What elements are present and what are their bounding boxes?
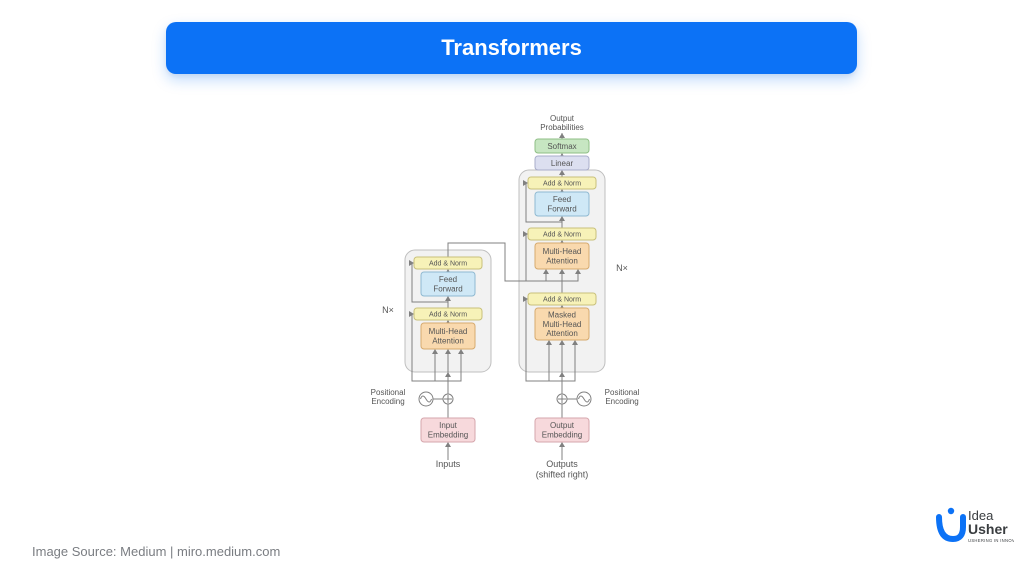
svg-text:Add & Norm: Add & Norm (429, 260, 467, 267)
svg-text:Multi-HeadAttention: Multi-HeadAttention (429, 327, 468, 345)
svg-text:PositionalEncoding: PositionalEncoding (371, 388, 406, 406)
svg-text:Softmax: Softmax (547, 142, 576, 151)
brand-logo-svg: IdeaUsherUSHERING IN INNOVATION (935, 505, 1014, 545)
title-text: Transformers (441, 35, 582, 61)
svg-text:Linear: Linear (551, 159, 574, 168)
logo-tagline: USHERING IN INNOVATION (968, 538, 1014, 543)
brand-logo: IdeaUsherUSHERING IN INNOVATION (935, 505, 1014, 545)
svg-text:Add & Norm: Add & Norm (543, 296, 581, 303)
svg-text:Add & Norm: Add & Norm (543, 180, 581, 187)
svg-text:Outputs(shifted right): Outputs(shifted right) (536, 459, 589, 479)
page: Transformers OutputProbabilities Softmax L… (0, 0, 1024, 576)
svg-text:Multi-HeadAttention: Multi-HeadAttention (543, 247, 582, 265)
svg-text:Add & Norm: Add & Norm (429, 311, 467, 318)
image-source-caption: Image Source: Medium | miro.medium.com (32, 544, 280, 559)
svg-text:Add & Norm: Add & Norm (543, 231, 581, 238)
svg-text:N×: N× (382, 305, 394, 315)
logo-mark-icon (939, 508, 963, 539)
svg-text:N×: N× (616, 263, 628, 273)
transformer-diagram: OutputProbabilities Softmax Linear Add & No… (330, 115, 685, 510)
svg-text:Inputs: Inputs (436, 459, 461, 469)
logo-text-bottom: Usher (968, 521, 1008, 537)
title-banner: Transformers (166, 22, 857, 74)
svg-text:PositionalEncoding: PositionalEncoding (605, 388, 640, 406)
svg-text:OutputProbabilities: OutputProbabilities (540, 115, 584, 132)
svg-text:MaskedMulti-HeadAttention: MaskedMulti-HeadAttention (543, 311, 582, 338)
